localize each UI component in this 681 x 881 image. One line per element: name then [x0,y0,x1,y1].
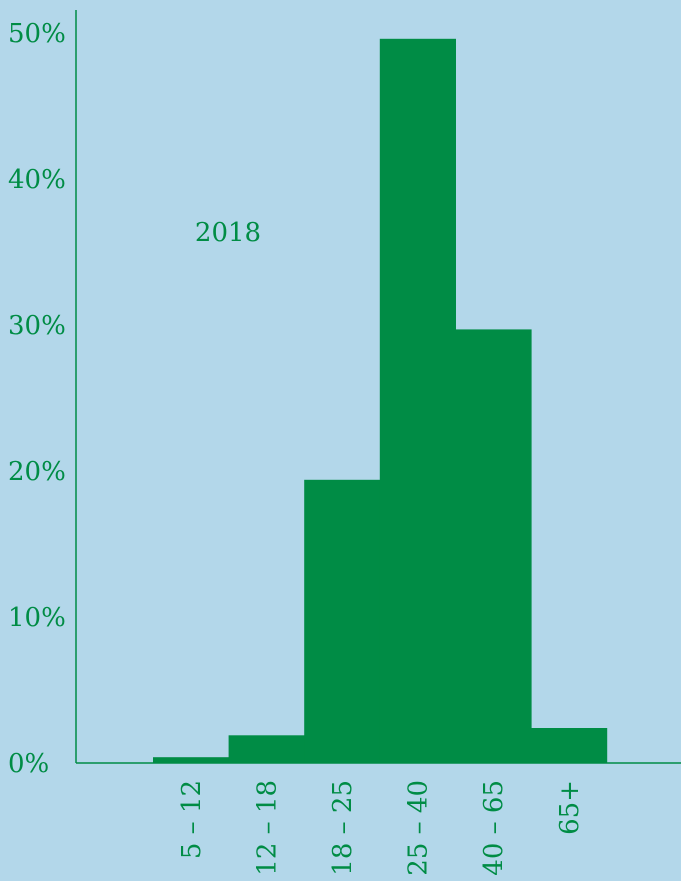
y-tick-label: 40% [8,165,66,195]
bar-2 [304,479,381,763]
bar-3 [379,38,456,764]
y-tick-label: 30% [8,311,66,341]
y-tick-labels: 0% 10% 20% 30% 40% 50% [8,19,66,779]
x-tick-label: 25 – 40 [404,780,434,876]
bar-4 [455,329,532,763]
y-tick-label: 50% [8,19,66,49]
bar-5 [531,728,608,763]
x-tick-label: 65+ [555,780,585,835]
x-tick-label: 12 – 18 [252,780,282,876]
bar-0 [153,757,230,763]
bar-1 [228,735,305,763]
y-tick-label: 20% [8,457,66,487]
x-tick-label: 5 – 12 [177,780,207,859]
year-annotation: 2018 [195,218,261,248]
y-tick-label: 10% [8,603,66,633]
x-tick-label: 40 – 65 [479,780,509,876]
y-tick-label: 0% [8,749,49,779]
bars-group [153,38,608,764]
x-tick-labels: 5 – 12 12 – 18 18 – 25 25 – 40 40 – 65 65+ [177,780,585,876]
x-tick-label: 18 – 25 [328,780,358,876]
